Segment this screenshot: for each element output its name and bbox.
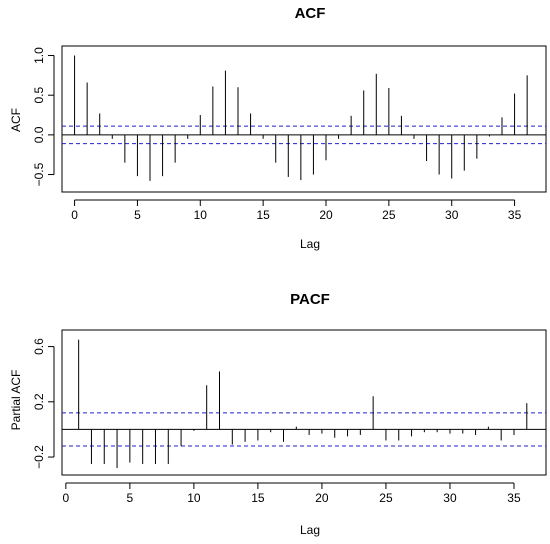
pacf-x-tick-label: 20 [315, 491, 329, 505]
pacf-x-tick-label: 5 [127, 491, 134, 505]
acf-x-tick-label: 10 [194, 208, 208, 222]
acf-x-tick-label: 15 [256, 208, 270, 222]
pacf-y-tick-label: 0.6 [32, 338, 46, 355]
acf-x-tick-label: 25 [382, 208, 396, 222]
acf-x-axis: 0 5 10 15 20 25 30 35 [71, 199, 522, 222]
acf-title: ACF [295, 5, 326, 22]
pacf-bars [62, 339, 546, 469]
acf-x-label: Lag [300, 237, 320, 251]
acf-x-tick-label: 20 [319, 208, 333, 222]
acf-y-label: ACF [9, 108, 23, 132]
acf-x-tick-label: 0 [71, 208, 78, 222]
pacf-x-tick-label: 35 [507, 491, 521, 505]
pacf-panel: PACF 0 5 10 15 20 25 30 35 −0.2 0.2 0.6 Lag Parti… [9, 291, 547, 537]
pacf-x-tick-label: 10 [187, 491, 201, 505]
acf-y-tick-label: 1.0 [32, 47, 46, 64]
pacf-x-tick-label: 0 [62, 491, 69, 505]
acf-x-tick-label: 5 [134, 208, 141, 222]
acf-y-tick-label: 0.0 [32, 126, 46, 143]
acf-y-tick-label: 0.5 [32, 87, 46, 104]
acf-confidence-bounds [62, 125, 546, 145]
acf-plot-frame [61, 45, 547, 193]
pacf-y-label: Partial ACF [9, 370, 23, 431]
pacf-title: PACF [290, 291, 330, 308]
acf-x-tick-label: 30 [445, 208, 459, 222]
pacf-y-axis: −0.2 0.2 0.6 [32, 338, 55, 469]
pacf-plot-frame [61, 329, 547, 476]
acf-y-axis: −0.5 0.0 0.5 1.0 [32, 47, 55, 186]
pacf-y-tick-label: 0.2 [32, 393, 46, 410]
acf-y-tick-label: −0.5 [32, 162, 46, 186]
pacf-x-label: Lag [300, 523, 320, 537]
pacf-x-tick-label: 25 [379, 491, 393, 505]
pacf-x-axis: 0 5 10 15 20 25 30 35 [62, 482, 521, 505]
acf-bars [62, 55, 546, 181]
acf-panel: ACF 0 5 10 15 20 25 30 35 −0.5 0.0 0.5 1.0 Lag ACF [9, 5, 547, 251]
pacf-x-tick-label: 30 [443, 491, 457, 505]
pacf-y-tick-label: −0.2 [32, 445, 46, 469]
acf-x-tick-label: 35 [508, 208, 522, 222]
pacf-x-tick-label: 15 [251, 491, 265, 505]
